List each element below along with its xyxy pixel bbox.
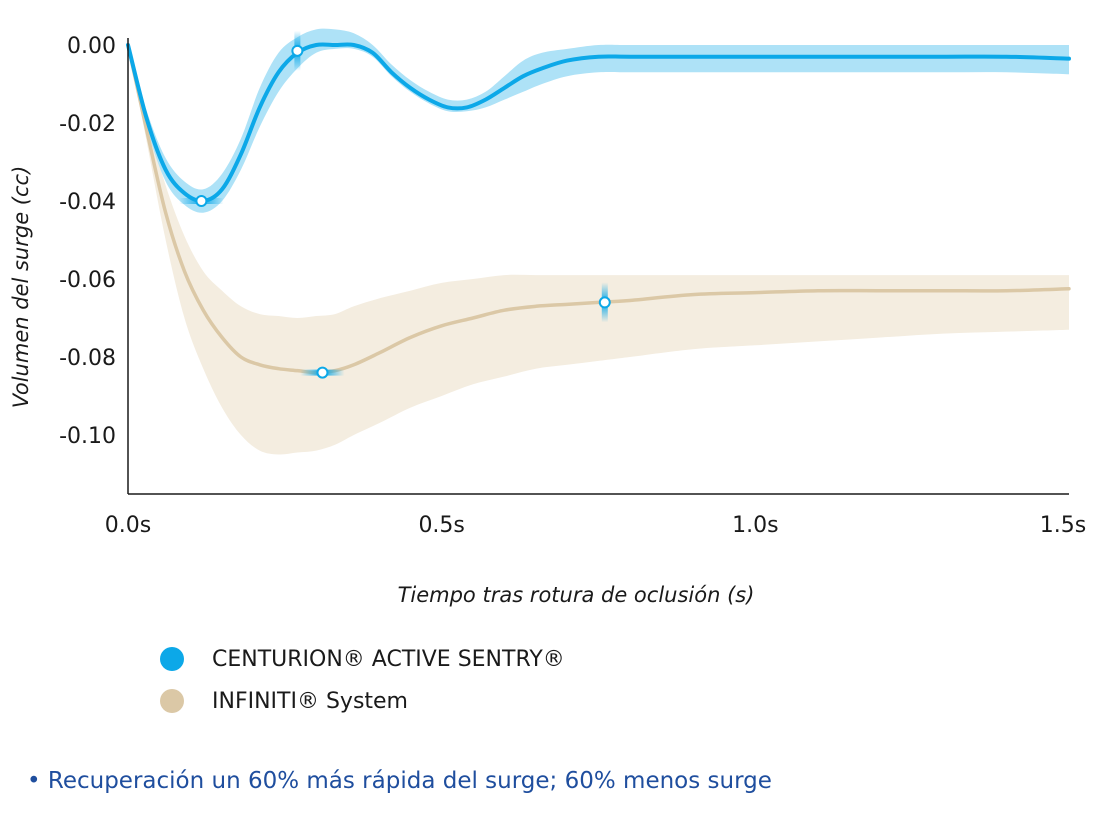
band-centurion [128,28,1069,213]
x-tick-label: 0.5s [418,513,464,538]
marker-point-infiniti-1 [598,296,611,309]
marker-point-centurion-0 [195,195,208,207]
y-axis-title: Volumen del surge (cc) [9,166,33,409]
marker-point-infiniti-0 [316,366,329,379]
y-tick-label: -0.08 [59,346,116,371]
y-tick-label: 0.00 [67,34,116,59]
y-tick-label: -0.02 [59,112,116,137]
line-centurion [126,42,1071,204]
legend-item-centurion: CENTURION® ACTIVE SENTRY® [160,638,565,680]
marker-point-centurion-1 [291,44,304,57]
chart-axes: 0.00 -0.02 -0.04 -0.06 -0.08 -0.10 0.0s 0.5s 1.0… [59,34,1086,538]
footnote-bullet: • Recuperación un 60% más rápida del sur… [27,768,772,794]
series-markers [179,30,611,379]
line-infiniti [126,43,1071,375]
y-tick-label: -0.04 [59,190,116,215]
series-lines [126,42,1071,375]
y-tick-label: -0.10 [59,424,116,449]
confidence-bands [128,28,1069,455]
legend-swatch-infiniti [160,689,184,713]
band-infiniti [128,45,1069,455]
x-tick-label: 0.0s [105,513,151,538]
legend-label-centurion: CENTURION® ACTIVE SENTRY® [212,646,565,672]
x-axis-title: Tiempo tras rotura de oclusión (s) [398,583,755,607]
legend-swatch-centurion [160,647,184,671]
x-tick-label: 1.0s [732,513,778,538]
legend-label-infiniti: INFINITI® System [212,688,408,714]
legend-item-infiniti: INFINITI® System [160,680,565,722]
y-tick-label: -0.06 [59,268,116,293]
chart-legend: CENTURION® ACTIVE SENTRY® INFINITI® Syst… [160,638,565,722]
x-tick-label: 1.5s [1040,513,1086,538]
